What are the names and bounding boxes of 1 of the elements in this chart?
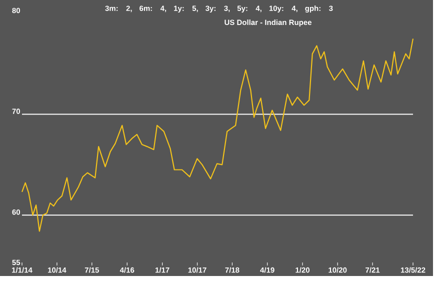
line-series — [21, 38, 414, 232]
